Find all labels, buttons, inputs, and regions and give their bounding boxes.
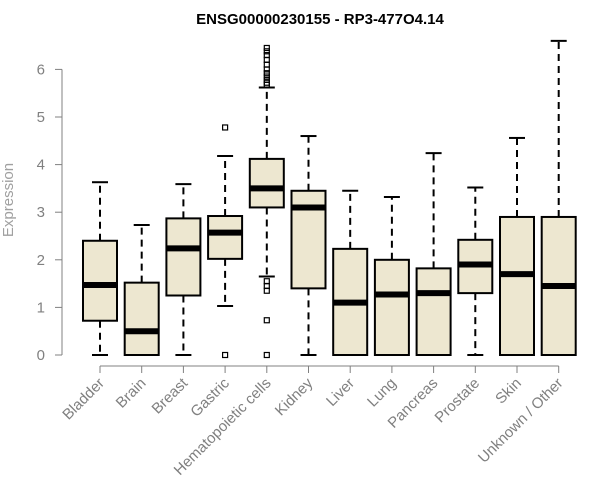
box-group <box>290 135 327 356</box>
box-iqr <box>499 215 535 356</box>
x-tick-label: Brain <box>113 375 150 412</box>
box-group <box>332 189 369 357</box>
y-tick-label: 4 <box>37 157 45 174</box>
y-axis-label: Expression <box>0 163 17 237</box>
outlier-point <box>263 287 270 294</box>
outlier-point <box>263 70 270 77</box>
y-tick-label: 3 <box>37 204 45 221</box>
y-tick-label: 1 <box>37 299 45 316</box>
outlier-point <box>263 48 270 55</box>
box-iqr <box>415 267 452 357</box>
outlier-point <box>263 351 270 359</box>
box-iqr <box>82 239 118 322</box>
box-iqr <box>123 281 160 357</box>
y-axis: 0 1 2 3 4 5 6 <box>37 61 63 364</box>
outlier-point <box>263 317 270 324</box>
box-iqr <box>248 157 285 209</box>
y-tick-label: 5 <box>37 109 45 126</box>
box-group <box>207 124 244 359</box>
box-series <box>82 39 577 359</box>
box-group <box>373 195 410 356</box>
box-group <box>499 136 535 356</box>
box-iqr <box>207 215 244 260</box>
y-tick-label: 2 <box>37 252 45 269</box>
x-tick-label: Liver <box>323 375 358 410</box>
y-tick-label: 0 <box>37 347 45 364</box>
outlier-point <box>263 73 270 80</box>
outlier-point <box>222 124 229 131</box>
x-tick-label: Lung <box>364 375 400 411</box>
box-iqr <box>165 217 202 297</box>
box-iqr <box>373 258 410 356</box>
chart-title: ENSG00000230155 - RP3-477O4.14 <box>196 11 444 28</box>
box-group <box>457 186 494 356</box>
y-tick-label: 6 <box>37 61 45 78</box>
x-tick-label: Prostate <box>432 375 484 427</box>
box-group <box>165 183 202 356</box>
box-group <box>248 44 285 359</box>
box-group <box>415 152 452 357</box>
box-group <box>540 39 577 356</box>
outlier-point <box>263 66 270 73</box>
x-tick-label: Kidney <box>272 374 317 419</box>
x-tick-label: Skin <box>492 375 525 408</box>
outlier-point <box>222 351 229 359</box>
outlier-point <box>263 44 270 52</box>
box-group <box>123 224 160 357</box>
box-group <box>82 181 118 356</box>
x-tick-label: Bladder <box>59 375 108 424</box>
x-tick-label: Breast <box>149 374 192 417</box>
outlier-point <box>263 81 270 88</box>
